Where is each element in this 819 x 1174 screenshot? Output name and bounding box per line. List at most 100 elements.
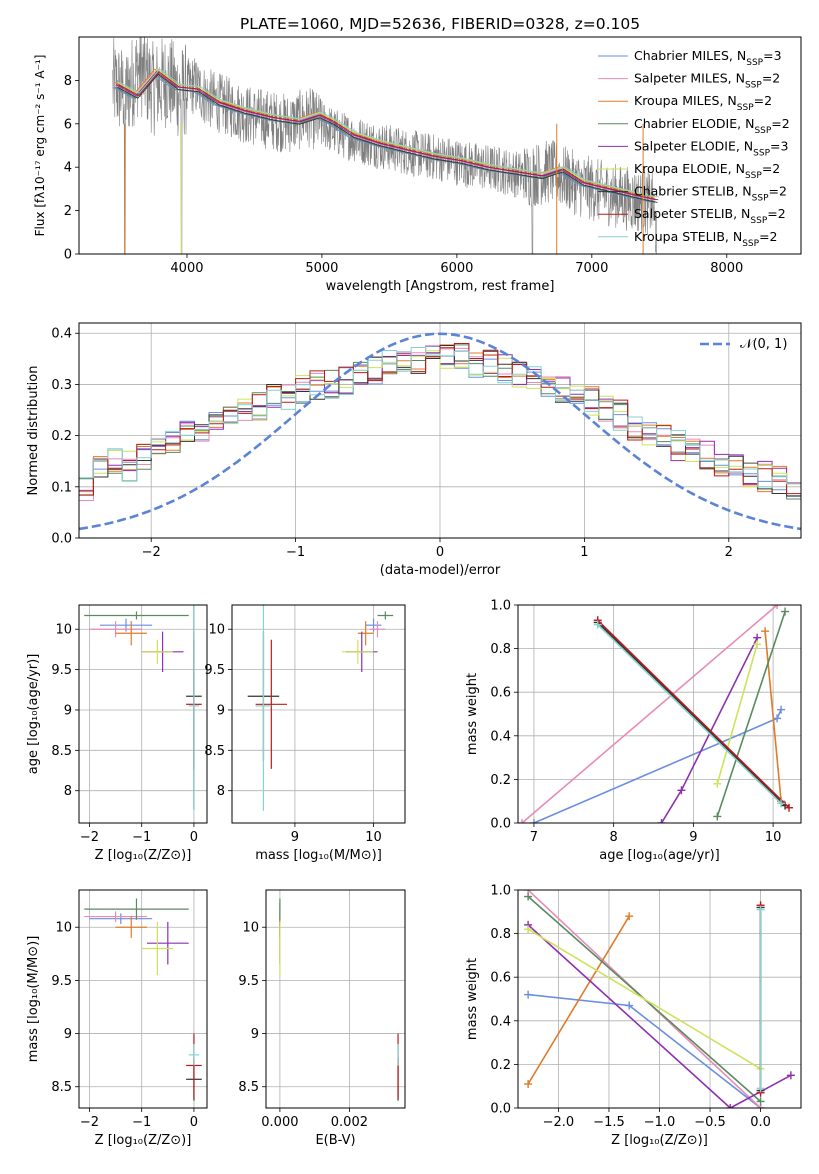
legend-name-4: Salpeter ELODIE, N xyxy=(634,138,753,153)
axes-frame xyxy=(78,604,208,824)
xtick-label-0: −2 xyxy=(80,1115,99,1130)
gaussian-curve xyxy=(79,332,801,531)
plot-area xyxy=(79,332,801,531)
legend-sub-0: SSP xyxy=(746,58,763,68)
axes-frame xyxy=(78,889,208,1109)
weight-marker-2-0 xyxy=(524,1080,533,1089)
legend-suffix-0: =3 xyxy=(763,48,781,63)
weight-marker-3-0 xyxy=(713,812,722,821)
chart-spectrum: 4000 5000 6000 7000 8000 0 2 4 6 8 wavelength [Ang… xyxy=(33,36,802,294)
ylabel: mass [log₁₀(M/M⊙)] xyxy=(26,936,41,1063)
ytick-label-2: 9 xyxy=(64,703,72,718)
ytick-label-2: 9.5 xyxy=(238,974,259,989)
legend-suffix-7: =2 xyxy=(767,206,785,221)
ytick-label-1: 9 xyxy=(251,1027,259,1042)
xtick-label-3: −0.5 xyxy=(694,1115,726,1130)
xlabel: E(B-V) xyxy=(315,1133,355,1148)
chart-mass-vs-z: −2 −1 0 8.5 9 9.5 10 Z [log₁₀(Z/Z⊙)] mass [log₁₀… xyxy=(26,889,208,1148)
xtick-label-2: 0 xyxy=(190,830,198,845)
legend-sub-7: SSP xyxy=(750,216,767,226)
xtick-label-0: −2 xyxy=(142,545,161,560)
ylabel: mass weight xyxy=(465,958,480,1040)
xtick-label-1: 5000 xyxy=(305,261,338,276)
axes-frame xyxy=(517,604,802,824)
chart-age-vs-z: −2 −1 0 8 8.5 9 9.5 10 Z [log₁₀(Z/Z⊙)] age [log₁₀… xyxy=(26,604,208,863)
weight-marker-5-0 xyxy=(713,779,722,788)
histogram-1 xyxy=(79,345,801,504)
ytick-label-5: 1.0 xyxy=(490,884,511,899)
legend-label-8: Kroupa STELIB, NSSP=2 xyxy=(634,229,778,249)
legend-name-7: Salpeter STELIB, N xyxy=(634,206,750,221)
ytick-label-0: 0.0 xyxy=(490,1102,511,1117)
ytick-label-2: 0.4 xyxy=(490,1014,511,1029)
ytick-label-3: 9.5 xyxy=(51,663,72,678)
plot-area xyxy=(112,37,660,254)
xtick-label-0: −2.0 xyxy=(543,1115,575,1130)
legend-suffix-4: =3 xyxy=(770,138,788,153)
plot-area xyxy=(524,890,795,1108)
xlabel: age [log₁₀(age/yr)] xyxy=(599,848,720,863)
weight-marker-0-1 xyxy=(773,714,782,723)
xtick-label-0: 0.000 xyxy=(261,1115,298,1130)
xtick-label-3: 1 xyxy=(580,545,588,560)
legend-sub-1: SSP xyxy=(745,81,762,91)
xtick-label-0: −2 xyxy=(80,830,99,845)
chart-weight-vs-age: 7 8 9 10 0.0 0.2 0.4 0.6 0.8 1.0 age [log₁₀(age/yr… xyxy=(465,599,802,863)
weight-line-5 xyxy=(527,928,762,1070)
weight-line-5 xyxy=(716,643,758,785)
legend-sub-8: SSP xyxy=(742,239,759,249)
legend-label-gauss: 𝒩(0, 1) xyxy=(740,337,787,352)
legend-suffix-6: =2 xyxy=(769,184,787,199)
weight-line-3 xyxy=(716,611,786,817)
plot-area xyxy=(279,898,399,1101)
ytick-label-4: 0.8 xyxy=(490,927,511,942)
weight-marker-5-0 xyxy=(524,925,533,934)
xtick-label-1: −1.5 xyxy=(593,1115,625,1130)
ylabel: mass weight xyxy=(465,673,480,755)
weight-marker-2-0 xyxy=(761,627,770,636)
legend-label-1: Salpeter MILES, NSSP=2 xyxy=(634,71,780,91)
xlabel: wavelength [Angstrom, rest frame] xyxy=(326,279,555,294)
ytick-label-1: 8.5 xyxy=(204,744,225,759)
weight-line-6 xyxy=(597,621,786,807)
xlabel: mass [log₁₀(M/M⊙)] xyxy=(255,848,382,863)
xtick-label-0: 9 xyxy=(291,830,299,845)
ytick-label-3: 0.6 xyxy=(490,686,511,701)
axes-frame xyxy=(78,322,802,539)
plot-area xyxy=(84,605,202,811)
legend-sub-2: SSP xyxy=(737,103,754,113)
ytick-label-3: 0.3 xyxy=(51,378,72,393)
histogram-6 xyxy=(79,345,801,504)
xtick-label-3: 7000 xyxy=(575,261,608,276)
ytick-label-4: 10 xyxy=(208,623,225,638)
histogram-0 xyxy=(79,346,801,497)
histogram-8 xyxy=(79,347,801,508)
xtick-label-2: −1.0 xyxy=(644,1115,676,1130)
chart-age-vs-mass: 9 10 8 8.5 9 9.5 10 mass [log₁₀(M/M⊙)] xyxy=(204,604,406,863)
legend-name-0: Chabrier MILES, N xyxy=(634,48,746,63)
point-3 xyxy=(377,611,394,620)
ytick-label-0: 8 xyxy=(64,784,72,799)
point-7 xyxy=(255,639,288,769)
xtick-label-4: 0.0 xyxy=(750,1115,771,1130)
ytick-label-4: 10 xyxy=(55,623,72,638)
axes-frame xyxy=(265,889,406,1109)
histogram-2 xyxy=(79,344,801,506)
xtick-label-1: −1 xyxy=(132,1115,151,1130)
xtick-label-2: 9 xyxy=(689,830,697,845)
ylabel: age [log₁₀(age/yr)] xyxy=(26,654,41,775)
ytick-label-2: 9.5 xyxy=(51,974,72,989)
point-5 xyxy=(141,639,174,664)
point-1 xyxy=(84,911,147,922)
ytick-label-1: 0.2 xyxy=(490,773,511,788)
ytick-label-4: 0.4 xyxy=(51,327,72,342)
plot-area xyxy=(84,898,202,1101)
weight-marker-4-0 xyxy=(657,819,666,823)
legend-label-4: Salpeter ELODIE, NSSP=3 xyxy=(634,138,788,158)
observed-spectrum xyxy=(112,37,657,254)
weight-marker-1-1 xyxy=(773,605,782,609)
model-line-6 xyxy=(117,73,658,203)
xtick-label-1: 8 xyxy=(610,830,618,845)
